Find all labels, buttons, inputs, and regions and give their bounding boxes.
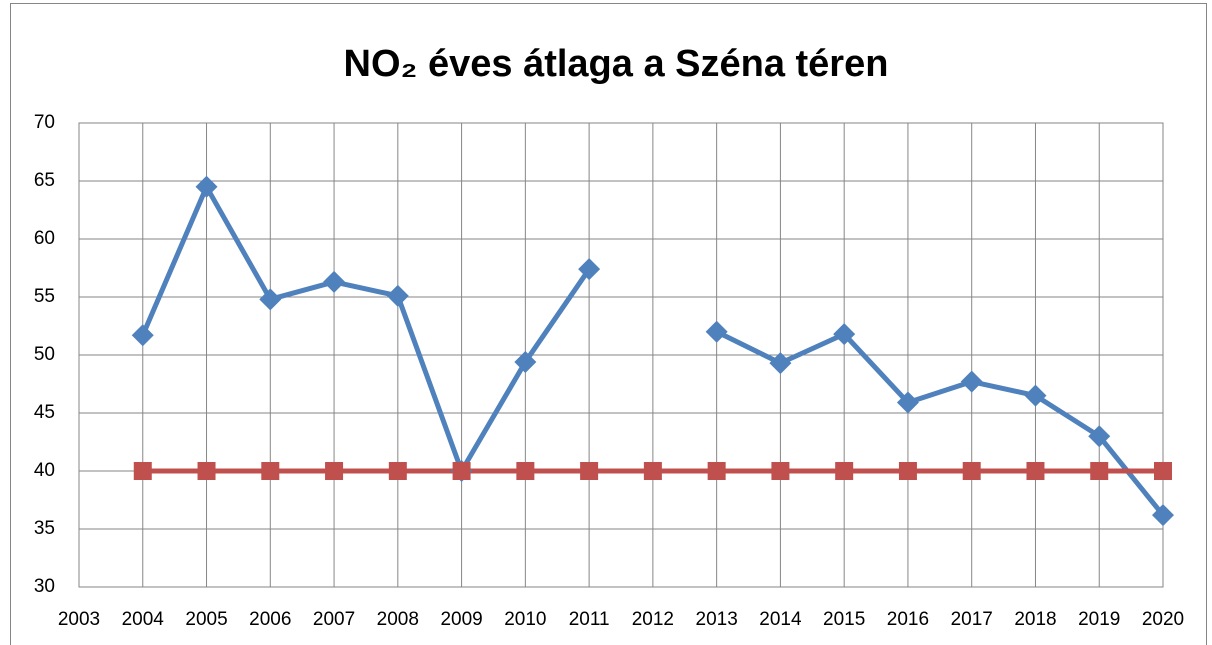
x-tick-label: 2008	[377, 609, 419, 630]
x-tick-label: 2009	[440, 609, 482, 630]
marker	[771, 462, 790, 480]
x-tick-label: 2016	[887, 609, 929, 630]
x-tick-label: 2003	[58, 609, 100, 630]
y-tick-label: 65	[34, 170, 55, 191]
marker	[962, 462, 981, 480]
x-tick-label: 2014	[759, 609, 802, 630]
y-tick-label: 40	[34, 460, 55, 481]
y-tick-label: 35	[34, 518, 55, 539]
chart-title: NO₂ éves átlaga a Széna téren	[344, 43, 889, 85]
marker	[197, 462, 216, 480]
marker	[1154, 462, 1172, 480]
chart-frame	[10, 3, 1207, 645]
y-tick-label: 30	[34, 576, 55, 597]
marker	[259, 288, 282, 311]
marker	[323, 270, 346, 293]
y-tick-label: 70	[34, 112, 55, 133]
marker	[898, 462, 917, 480]
x-tick-label: 2007	[313, 609, 355, 630]
marker	[707, 462, 726, 480]
marker	[386, 284, 409, 307]
marker	[705, 320, 728, 343]
y-tick-label: 50	[34, 344, 55, 365]
x-tick-label: 2013	[696, 609, 738, 630]
marker	[1026, 462, 1045, 480]
x-tick-label: 2004	[122, 609, 165, 630]
marker	[261, 462, 280, 480]
marker	[1152, 504, 1174, 527]
marker	[452, 462, 471, 480]
y-tick-label: 45	[34, 402, 55, 423]
marker	[643, 462, 662, 480]
marker	[896, 391, 919, 414]
x-tick-label: 2005	[185, 609, 227, 630]
marker	[769, 352, 792, 375]
marker	[1090, 462, 1109, 480]
marker	[960, 370, 983, 393]
marker	[325, 462, 344, 480]
x-tick-label: 2006	[249, 609, 291, 630]
plot-area	[78, 122, 1164, 588]
x-tick-label: 2017	[951, 609, 993, 630]
x-tick-label: 2015	[823, 609, 865, 630]
marker	[514, 350, 537, 373]
marker	[835, 462, 854, 480]
marker	[580, 462, 599, 480]
marker	[1024, 384, 1047, 407]
marker	[388, 462, 407, 480]
x-tick-label: 2020	[1142, 609, 1184, 630]
x-tick-label: 2018	[1014, 609, 1056, 630]
series-line	[140, 184, 1165, 517]
x-tick-label: 2011	[569, 609, 610, 630]
marker	[833, 323, 856, 346]
marker	[131, 324, 154, 347]
marker	[1088, 425, 1111, 448]
marker	[133, 462, 152, 480]
x-tick-label: 2010	[504, 609, 546, 630]
x-tick-label: 2019	[1078, 609, 1120, 630]
y-tick-label: 60	[34, 228, 55, 249]
x-tick-label: 2012	[632, 609, 674, 630]
y-tick-label: 55	[34, 286, 55, 307]
marker	[516, 462, 535, 480]
marker	[578, 258, 601, 281]
marker	[195, 175, 218, 198]
